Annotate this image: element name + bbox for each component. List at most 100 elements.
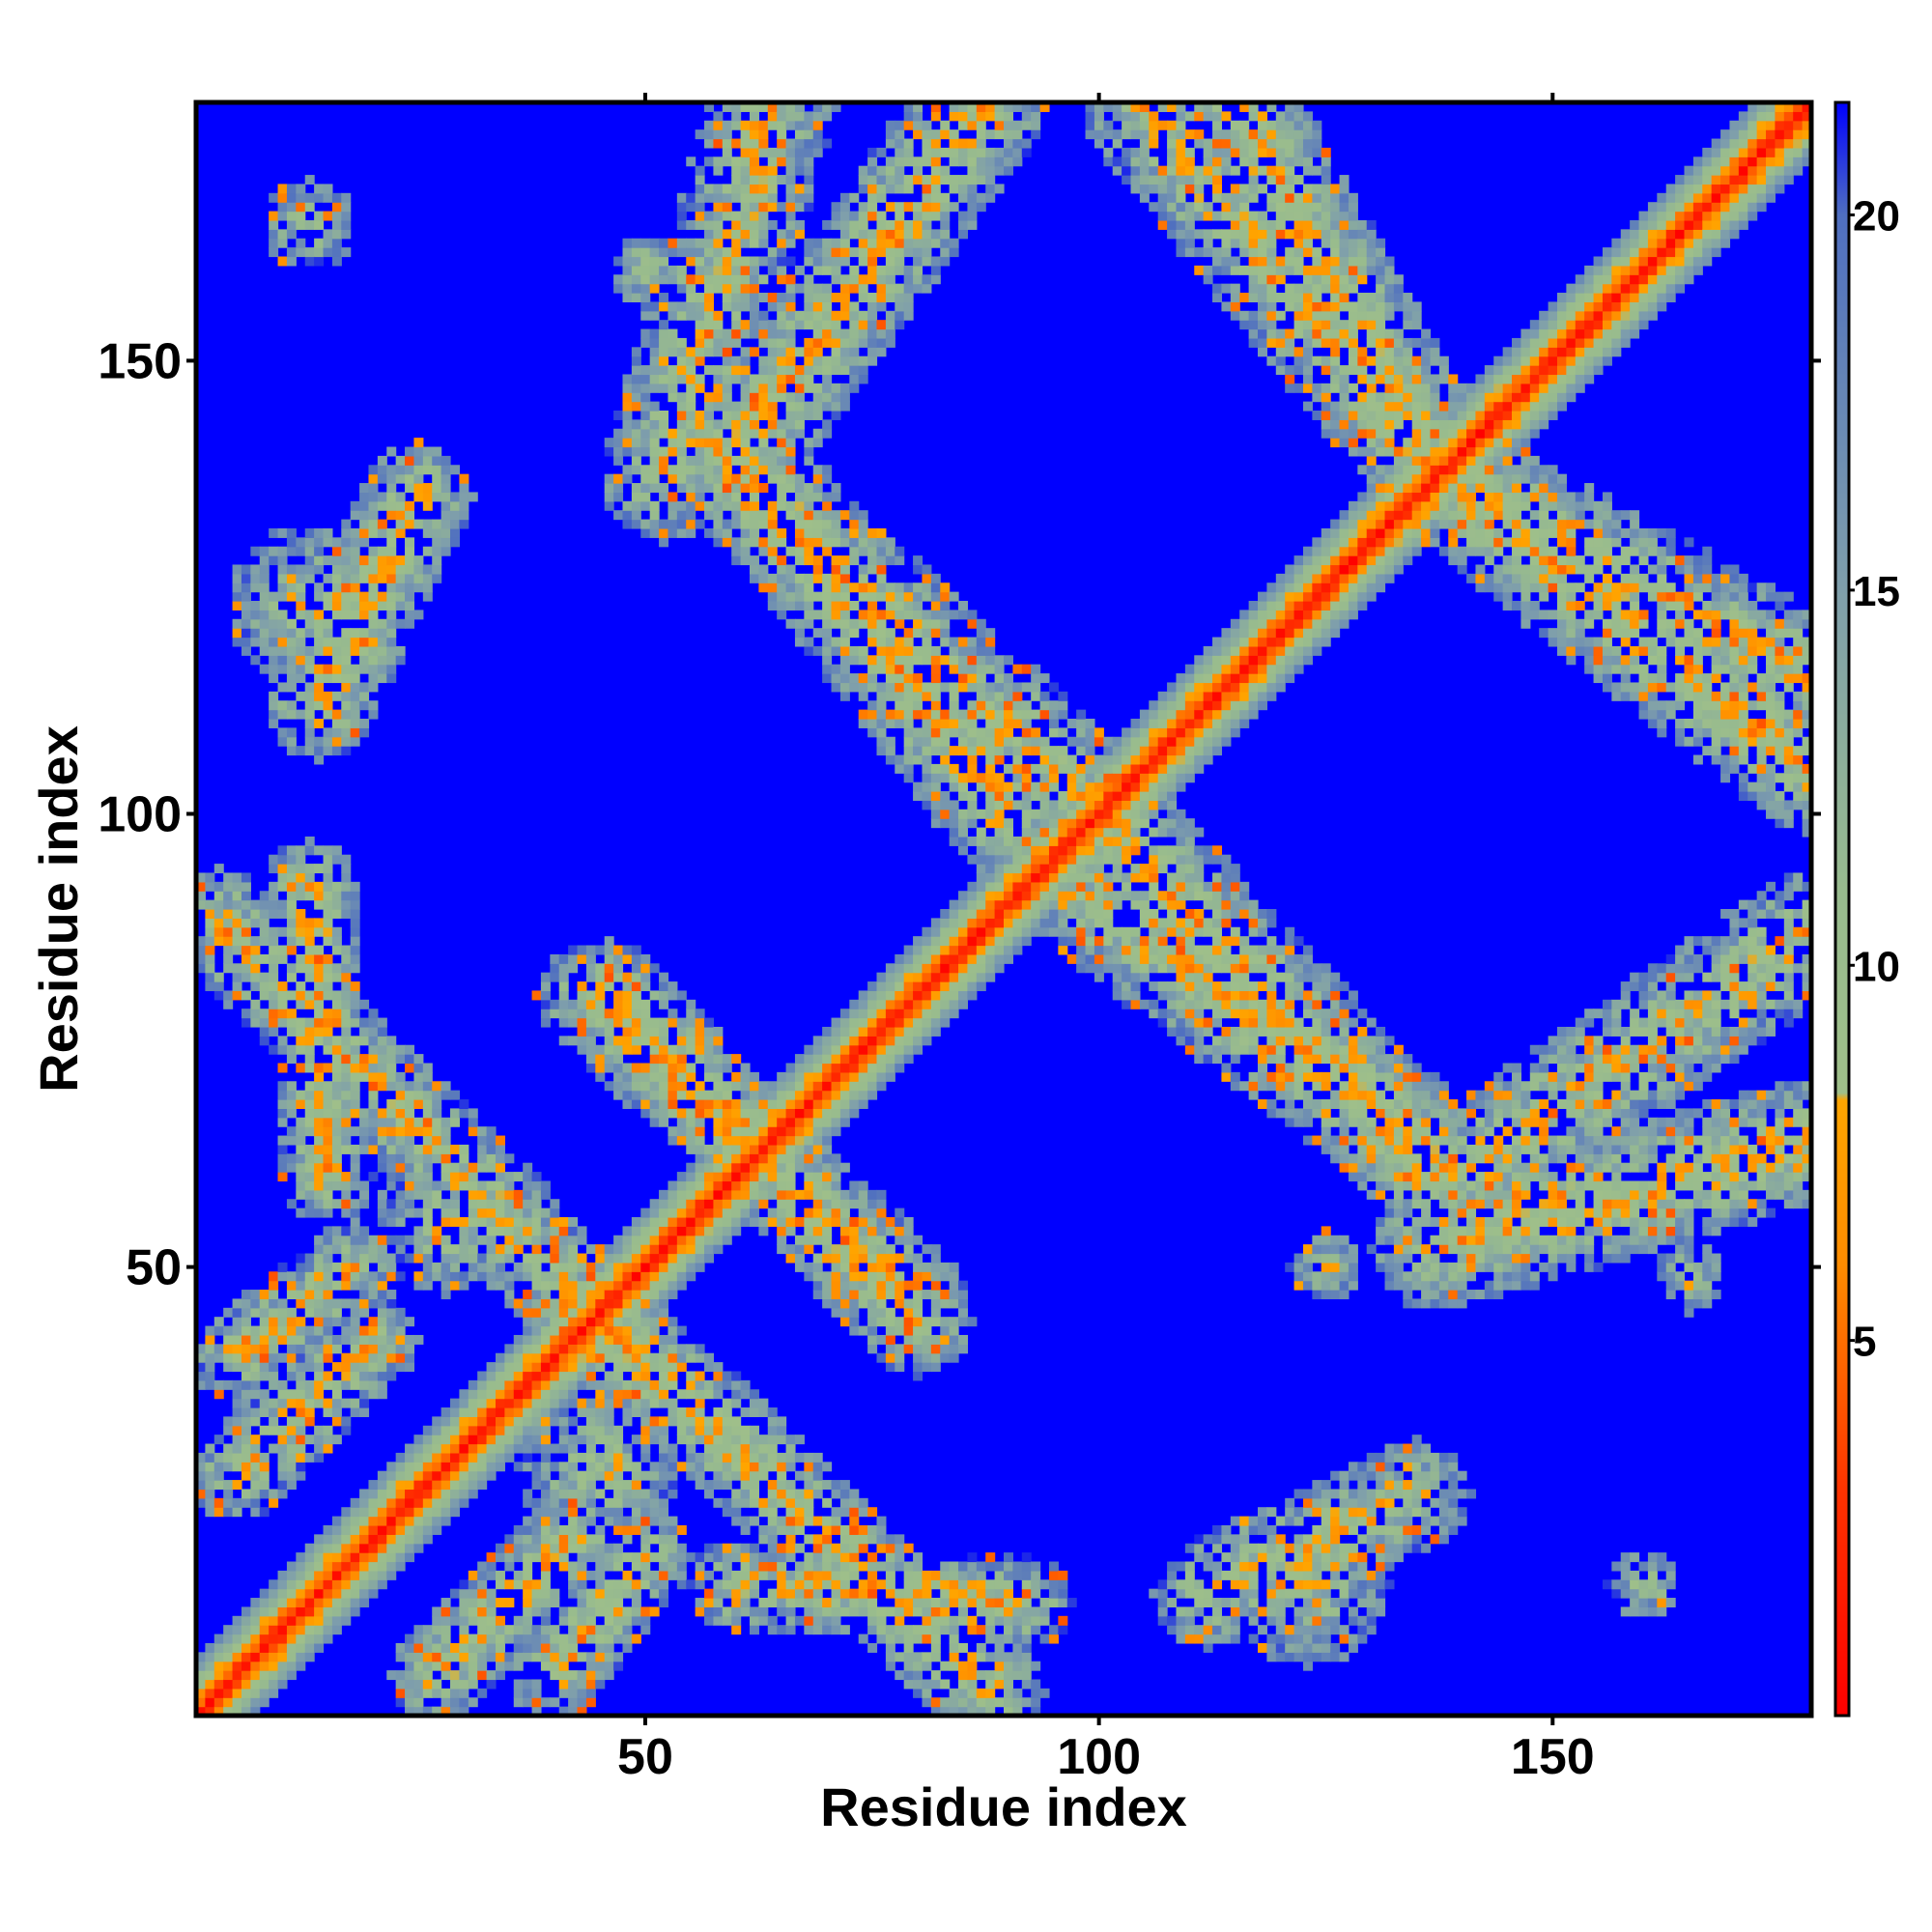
heatmap-cell <box>777 301 787 312</box>
heatmap-cell <box>286 990 297 1001</box>
heatmap-cell <box>269 1317 279 1327</box>
heatmap-cell <box>350 909 360 919</box>
heatmap-cell <box>213 1352 224 1363</box>
heatmap-cell <box>341 1172 352 1182</box>
heatmap-cell <box>523 1579 533 1590</box>
heatmap-cell <box>368 1280 379 1291</box>
heatmap-cell <box>386 1108 397 1119</box>
heatmap-cell <box>794 1570 805 1580</box>
heatmap-cell <box>740 347 751 357</box>
heatmap-cell <box>777 347 787 357</box>
heatmap-cell <box>368 1534 379 1545</box>
heatmap-cell <box>196 1379 206 1390</box>
heatmap-cell <box>286 1606 297 1617</box>
heatmap-cell <box>812 1036 823 1046</box>
heatmap-cell <box>585 1588 596 1599</box>
heatmap-cell <box>304 1652 315 1662</box>
heatmap-cell <box>804 1561 814 1572</box>
heatmap-cell <box>405 555 415 566</box>
heatmap-cell <box>722 1108 732 1119</box>
heatmap-cell <box>350 1071 360 1082</box>
heatmap-cell <box>286 591 297 602</box>
heatmap-cell <box>831 383 841 393</box>
heatmap-cell <box>631 1063 641 1073</box>
heatmap-cell <box>359 573 370 583</box>
heatmap-cell <box>540 999 551 1009</box>
heatmap-cell <box>241 1362 251 1373</box>
heatmap-cell <box>531 1180 542 1191</box>
heatmap-cell <box>250 628 261 639</box>
heatmap-cell <box>450 1189 460 1200</box>
heatmap-cell <box>558 1344 569 1354</box>
heatmap-cell <box>740 301 751 312</box>
heatmap-cell <box>640 1570 651 1580</box>
heatmap-cell <box>468 1470 478 1481</box>
heatmap-cell <box>241 601 251 611</box>
heatmap-cell <box>468 1462 478 1472</box>
heatmap-cell <box>804 1108 814 1119</box>
heatmap-cell <box>785 1435 796 1445</box>
heatmap-cell <box>604 1036 614 1046</box>
heatmap-cell <box>323 872 333 883</box>
heatmap-cell <box>331 673 342 684</box>
heatmap-cell <box>395 1071 406 1082</box>
heatmap-cell <box>839 1625 850 1635</box>
heatmap-cell <box>432 1189 442 1200</box>
heatmap-cell <box>540 1344 551 1354</box>
heatmap-cell <box>504 1579 515 1590</box>
heatmap-cell <box>740 1144 751 1154</box>
heatmap-cell <box>585 1344 596 1354</box>
heatmap-cell <box>486 1398 497 1408</box>
heatmap-cell <box>731 265 742 275</box>
heatmap-cell <box>631 1352 641 1363</box>
heatmap-cell <box>749 219 759 230</box>
heatmap-cell <box>250 1435 261 1445</box>
heatmap-cell <box>713 1117 724 1127</box>
heatmap-cell <box>241 1470 251 1481</box>
heatmap-cell <box>540 1307 551 1318</box>
heatmap-cell <box>740 120 751 130</box>
heatmap-cell <box>259 1407 270 1417</box>
heatmap-cell <box>232 1334 242 1345</box>
heatmap-cell <box>513 1189 524 1200</box>
heatmap-cell <box>405 1534 415 1545</box>
heatmap-cell <box>241 1290 251 1300</box>
heatmap-cell <box>323 637 333 647</box>
heatmap-cell <box>205 1362 215 1373</box>
heatmap-cell <box>513 1379 524 1390</box>
heatmap-cell <box>695 1462 705 1472</box>
heatmap-cell <box>649 1362 660 1373</box>
heatmap-cell <box>296 1117 306 1127</box>
heatmap-cell <box>812 365 823 376</box>
heatmap-cell <box>368 1126 379 1137</box>
heatmap-cell <box>504 1552 515 1563</box>
heatmap-cell <box>622 990 633 1001</box>
heatmap-cell <box>704 265 715 275</box>
heatmap-cell <box>277 1570 288 1580</box>
heatmap-cell <box>577 1552 587 1563</box>
heatmap-cell <box>440 1480 451 1491</box>
heatmap-cell <box>731 438 742 448</box>
heatmap-cell <box>585 1615 596 1626</box>
heatmap-cell <box>486 1135 497 1146</box>
heatmap-cell <box>631 274 641 285</box>
heatmap-cell <box>713 438 724 448</box>
heatmap-cell <box>440 1117 451 1127</box>
heatmap-cell <box>740 1153 751 1164</box>
heatmap-cell <box>331 1606 342 1617</box>
heatmap-cell <box>377 1026 387 1037</box>
heatmap-cell <box>368 1298 379 1309</box>
heatmap-cell <box>377 1379 387 1390</box>
heatmap-cell <box>839 238 850 248</box>
heatmap-cell <box>540 1362 551 1373</box>
heatmap-cell <box>269 673 279 684</box>
heatmap-cell <box>359 1588 370 1599</box>
heatmap-cell <box>377 664 387 674</box>
heatmap-cell <box>359 1108 370 1119</box>
heatmap-cell <box>304 1598 315 1608</box>
heatmap-cell <box>277 1398 288 1408</box>
heatmap-cell <box>822 328 833 339</box>
heatmap-cell <box>668 473 678 484</box>
heatmap-cell <box>740 1524 751 1535</box>
heatmap-cell <box>432 1489 442 1499</box>
